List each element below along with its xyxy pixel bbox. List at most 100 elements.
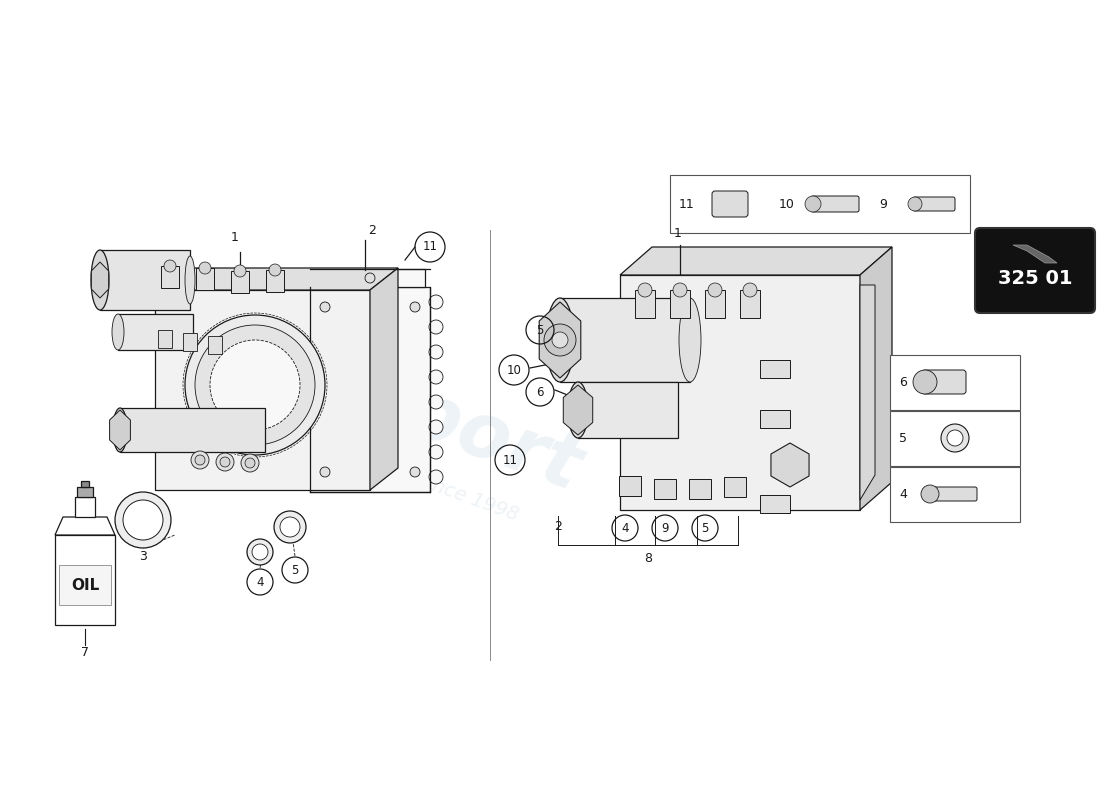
- Polygon shape: [620, 247, 892, 275]
- Text: 9: 9: [661, 522, 669, 534]
- Bar: [196, 268, 214, 290]
- Circle shape: [429, 395, 443, 409]
- Ellipse shape: [112, 314, 124, 350]
- Bar: [724, 477, 746, 497]
- Circle shape: [320, 302, 330, 312]
- Text: 4: 4: [621, 522, 629, 534]
- Circle shape: [429, 345, 443, 359]
- Circle shape: [195, 325, 315, 445]
- Bar: [654, 479, 676, 499]
- Ellipse shape: [546, 298, 574, 382]
- Text: 2: 2: [368, 224, 376, 237]
- Circle shape: [429, 470, 443, 484]
- Ellipse shape: [568, 382, 588, 438]
- Bar: [208, 336, 222, 354]
- Circle shape: [185, 315, 324, 455]
- Text: 1: 1: [674, 227, 682, 240]
- FancyBboxPatch shape: [913, 197, 955, 211]
- Bar: [619, 476, 641, 496]
- Circle shape: [940, 424, 969, 452]
- Circle shape: [199, 262, 211, 274]
- FancyBboxPatch shape: [811, 196, 859, 212]
- Text: 4: 4: [899, 487, 906, 501]
- Circle shape: [552, 332, 568, 348]
- Circle shape: [913, 370, 937, 394]
- Text: 10: 10: [507, 363, 521, 377]
- Circle shape: [280, 517, 300, 537]
- Bar: [620, 275, 860, 510]
- Text: 8: 8: [644, 551, 652, 565]
- Circle shape: [947, 430, 962, 446]
- Bar: [740, 290, 760, 318]
- Text: 11: 11: [679, 198, 695, 210]
- Text: 1: 1: [231, 231, 239, 244]
- Bar: [760, 410, 790, 428]
- Text: 5: 5: [292, 563, 299, 577]
- Ellipse shape: [113, 408, 127, 452]
- Circle shape: [410, 302, 420, 312]
- Circle shape: [429, 370, 443, 384]
- Text: 6: 6: [899, 375, 906, 389]
- Bar: [161, 266, 179, 288]
- Text: 3: 3: [139, 550, 147, 563]
- Circle shape: [320, 467, 330, 477]
- Bar: [158, 330, 172, 348]
- Bar: [77, 487, 94, 497]
- Circle shape: [429, 295, 443, 309]
- Bar: [578, 382, 678, 438]
- Circle shape: [220, 457, 230, 467]
- Polygon shape: [771, 443, 810, 487]
- Circle shape: [164, 260, 176, 272]
- Bar: [310, 287, 430, 492]
- Text: 9: 9: [879, 198, 887, 210]
- Bar: [890, 411, 1020, 466]
- Circle shape: [708, 283, 722, 297]
- Polygon shape: [563, 385, 593, 435]
- Bar: [890, 467, 1020, 522]
- Circle shape: [116, 492, 170, 548]
- Ellipse shape: [679, 298, 701, 382]
- Text: 325 01: 325 01: [998, 269, 1072, 287]
- Polygon shape: [110, 410, 131, 450]
- Ellipse shape: [91, 250, 109, 310]
- Polygon shape: [155, 268, 398, 290]
- Text: a passion for parts since 1998: a passion for parts since 1998: [239, 406, 521, 524]
- Text: 6: 6: [537, 386, 543, 398]
- Text: OIL: OIL: [70, 578, 99, 593]
- Circle shape: [191, 451, 209, 469]
- Circle shape: [429, 420, 443, 434]
- Text: 7: 7: [81, 646, 89, 659]
- Text: 10: 10: [779, 198, 795, 210]
- Bar: [705, 290, 725, 318]
- Bar: [231, 271, 249, 293]
- Circle shape: [210, 340, 300, 430]
- Bar: [183, 333, 197, 351]
- Text: 11: 11: [422, 241, 438, 254]
- Circle shape: [908, 197, 922, 211]
- Text: 5: 5: [537, 323, 543, 337]
- Circle shape: [365, 273, 375, 283]
- Circle shape: [248, 539, 273, 565]
- Bar: [81, 481, 89, 487]
- Bar: [560, 298, 690, 382]
- Polygon shape: [860, 285, 875, 500]
- Polygon shape: [55, 517, 116, 535]
- Circle shape: [544, 324, 576, 356]
- Bar: [55, 535, 116, 625]
- Bar: [760, 495, 790, 513]
- Bar: [100, 250, 190, 310]
- Circle shape: [638, 283, 652, 297]
- Text: 11: 11: [503, 454, 517, 466]
- Bar: [155, 290, 370, 490]
- Text: 5: 5: [702, 522, 708, 534]
- FancyBboxPatch shape: [712, 191, 748, 217]
- Circle shape: [252, 544, 268, 560]
- Ellipse shape: [185, 256, 195, 304]
- Polygon shape: [370, 268, 398, 490]
- Circle shape: [195, 455, 205, 465]
- Bar: [59, 565, 111, 605]
- FancyBboxPatch shape: [928, 487, 977, 501]
- Bar: [315, 269, 425, 287]
- Circle shape: [410, 467, 420, 477]
- Text: 4: 4: [256, 575, 264, 589]
